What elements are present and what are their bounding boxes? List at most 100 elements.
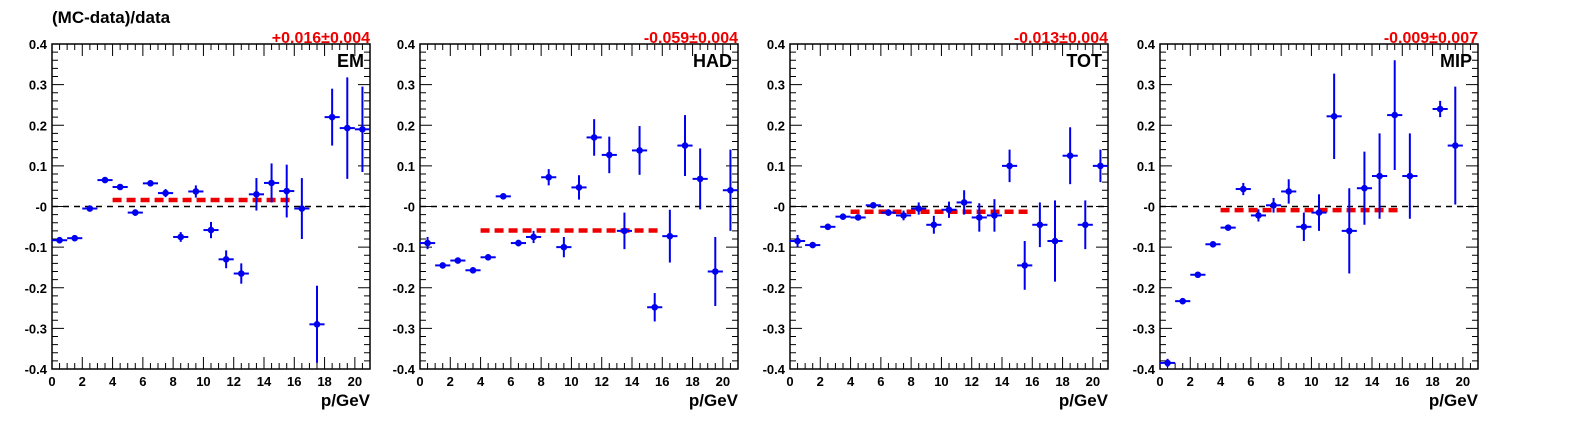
data-point (339, 77, 355, 179)
y-tick-label: -0.4 (25, 362, 48, 377)
data-marker (666, 232, 674, 240)
data-marker (343, 124, 351, 132)
y-tick-label: 0.2 (1137, 118, 1155, 133)
data-marker (696, 175, 704, 183)
y-tick-label: 0.4 (767, 37, 786, 52)
data-point (1356, 151, 1372, 225)
data-marker (1285, 188, 1293, 195)
data-point (324, 88, 340, 146)
x-tick-label: 6 (139, 374, 146, 389)
x-tick-label: 8 (1278, 374, 1285, 389)
y-tick-label: 0.3 (1137, 78, 1155, 93)
y-tick-label: 0.1 (29, 159, 47, 174)
data-point (692, 148, 708, 210)
x-tick-label: 18 (1055, 374, 1069, 389)
data-marker (424, 239, 431, 247)
data-marker (484, 253, 492, 261)
x-tick-label: 16 (1395, 374, 1409, 389)
data-marker (1036, 221, 1044, 229)
y-tick-label: -0.3 (25, 321, 47, 336)
y-tick-label: -0.2 (393, 281, 415, 296)
data-point (420, 236, 436, 250)
y-tick-label: -0.1 (1133, 240, 1155, 255)
x-axis-label: p/GeV (1429, 391, 1479, 410)
y-tick-label: 0.3 (29, 78, 47, 93)
data-marker (930, 221, 938, 229)
y-tick-label: 0.2 (397, 118, 415, 133)
x-tick-label: 2 (1187, 374, 1194, 389)
x-tick-label: 4 (847, 374, 855, 389)
x-tick-label: 18 (317, 374, 331, 389)
data-point (541, 169, 557, 186)
data-marker (545, 173, 553, 181)
data-point (435, 262, 451, 269)
data-point (112, 183, 128, 191)
data-point (1296, 212, 1312, 242)
y-tick-label: -0 (773, 200, 785, 215)
x-tick-label: 2 (447, 374, 454, 389)
data-point (616, 212, 632, 250)
y-tick-label: 0.1 (1137, 159, 1155, 174)
data-point (1432, 100, 1448, 118)
y-tick-label: -0.1 (25, 240, 47, 255)
data-marker (1051, 237, 1059, 245)
y-tick-label: 0.4 (1137, 37, 1156, 52)
data-marker (131, 209, 139, 216)
data-marker (1406, 172, 1414, 180)
data-point (1160, 358, 1176, 367)
data-point (1402, 133, 1418, 219)
data-point (1281, 179, 1297, 204)
x-tick-label: 16 (1025, 374, 1039, 389)
data-point (173, 232, 189, 242)
data-point (495, 193, 511, 200)
fit-result-label: +0.016±0.004 (272, 30, 370, 47)
data-point (1032, 202, 1048, 248)
data-point (941, 201, 957, 218)
x-tick-label: 12 (226, 374, 240, 389)
x-axis-label: p/GeV (1059, 391, 1109, 410)
y-tick-label: -0 (35, 200, 47, 215)
data-point (309, 285, 325, 363)
panel-label: MIP (1440, 51, 1472, 71)
data-marker (313, 321, 321, 328)
data-marker (207, 226, 215, 234)
data-marker (839, 213, 847, 220)
data-marker (86, 205, 94, 212)
data-marker (945, 206, 953, 214)
data-marker (283, 187, 291, 195)
data-marker (359, 126, 366, 133)
x-tick-label: 0 (48, 374, 55, 389)
data-point (1017, 241, 1033, 290)
data-marker (975, 214, 983, 221)
x-axis-label: p/GeV (321, 391, 371, 410)
x-tick-label: 20 (348, 374, 362, 389)
data-marker (147, 180, 154, 187)
x-tick-label: 16 (655, 374, 669, 389)
data-marker (298, 205, 306, 212)
y-tick-label: -0.2 (25, 281, 47, 296)
x-tick-label: 12 (1334, 374, 1348, 389)
fit-result-label: -0.013±0.004 (1014, 30, 1108, 47)
chart-panel-mip: -0.4 -0.3 -0.2 -0.1 -0 0.1 0.2 0.3 0.4 0 2 4 6 8 10 12 1… (1133, 30, 1479, 410)
y-tick-label: 0.1 (397, 159, 415, 174)
data-point (662, 209, 678, 263)
data-point (1002, 149, 1018, 183)
data-marker (809, 241, 817, 249)
data-point (510, 239, 526, 247)
data-point (805, 241, 821, 249)
data-point (1372, 133, 1388, 219)
x-tick-label: 6 (1247, 374, 1254, 389)
y-tick-label: 0.3 (767, 78, 785, 93)
x-tick-label: 12 (594, 374, 608, 389)
y-tick-label: -0.4 (393, 362, 416, 377)
x-tick-label: 8 (908, 374, 915, 389)
data-marker (1097, 162, 1104, 170)
data-marker (1300, 223, 1308, 231)
y-tick-label: -0 (403, 200, 415, 215)
data-marker (1361, 184, 1368, 192)
data-marker (1194, 271, 1202, 279)
data-point (279, 164, 295, 218)
data-marker (253, 191, 260, 198)
y-tick-label: -0.3 (1133, 321, 1155, 336)
